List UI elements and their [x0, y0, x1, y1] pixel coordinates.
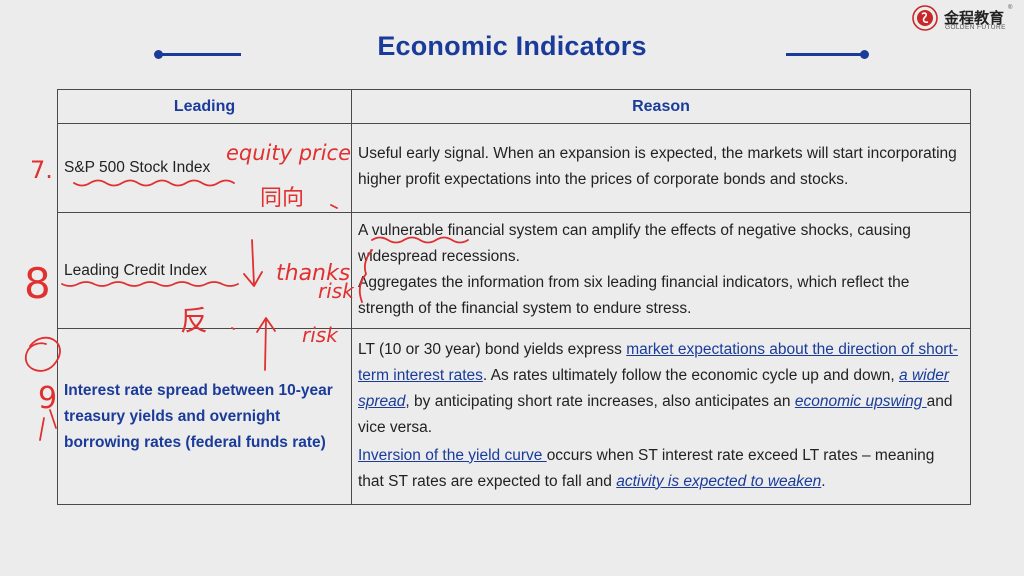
table-row: Interest rate spread between 10-year tre… [57, 328, 971, 505]
highlight-text: a wider spread [358, 366, 949, 410]
brand-logo: 金程教育 ® GOLDEN FUTURE [912, 5, 1020, 33]
decoration-dot [154, 50, 163, 59]
reason-cell: A vulnerable financial system can amplif… [351, 212, 971, 329]
reason-fragment: and vice versa. [358, 392, 953, 436]
decoration-dot [860, 50, 869, 59]
reason-paragraph: Aggregates the information from six lead… [358, 273, 910, 317]
highlight-text: economic upswing [794, 392, 927, 410]
title-decoration-left [154, 50, 241, 59]
highlight-text: market expectations about the direction … [358, 340, 958, 384]
reason-fragment: LT (10 or 30 year) bond yields express [358, 340, 627, 358]
leading-cell: Interest rate spread between 10-year tre… [57, 328, 352, 505]
annotation-number-8: 8 [24, 259, 51, 308]
reason-paragraph: A vulnerable financial system can amplif… [358, 221, 911, 265]
title-decoration-right [786, 50, 869, 59]
leading-cell: Leading Credit Index [57, 212, 352, 329]
table-row: Leading Credit Index A vulnerable financ… [57, 212, 971, 329]
table-header-row: Leading Reason [57, 89, 971, 124]
reason-fragment: occurs when ST interest rate exceed LT r… [358, 446, 935, 490]
annotation-number-9: 9 [38, 381, 57, 416]
reason-paragraph: LT (10 or 30 year) bond yields express m… [358, 337, 964, 441]
annotation-number-7: 7. [30, 156, 53, 184]
header-leading: Leading [57, 89, 352, 124]
indicators-table: Leading Reason S&P 500 Stock Index Usefu… [57, 89, 971, 505]
reason-fragment: , by anticipating short rate increases, … [405, 392, 795, 410]
registered-mark: ® [1008, 5, 1013, 11]
reason-cell: Useful early signal. When an expansion i… [351, 123, 971, 213]
header-reason: Reason [351, 89, 971, 124]
annotation-circle [25, 336, 61, 372]
highlight-text: activity is expected to weaken [616, 472, 822, 490]
leading-text: Interest rate spread between 10-year tre… [64, 381, 333, 451]
slide-title: Economic Indicators [377, 31, 647, 61]
brand-name-cn: 金程教育 [944, 9, 1005, 27]
reason-cell: LT (10 or 30 year) bond yields express m… [351, 328, 971, 505]
annotation-stroke [39, 409, 57, 441]
brand-name-en: GOLDEN FUTURE [945, 24, 1006, 31]
table-row: S&P 500 Stock Index Useful early signal.… [57, 123, 971, 213]
reason-text: Useful early signal. When an expansion i… [358, 145, 957, 188]
reason-fragment: . [821, 472, 826, 490]
highlight-text: Inversion of the yield curve [358, 446, 547, 464]
leading-cell: S&P 500 Stock Index [57, 123, 352, 213]
reason-paragraph: Inversion of the yield curve occurs when… [358, 443, 964, 495]
logo-icon [912, 5, 938, 31]
reason-fragment: . As rates ultimately follow the economi… [482, 366, 900, 384]
